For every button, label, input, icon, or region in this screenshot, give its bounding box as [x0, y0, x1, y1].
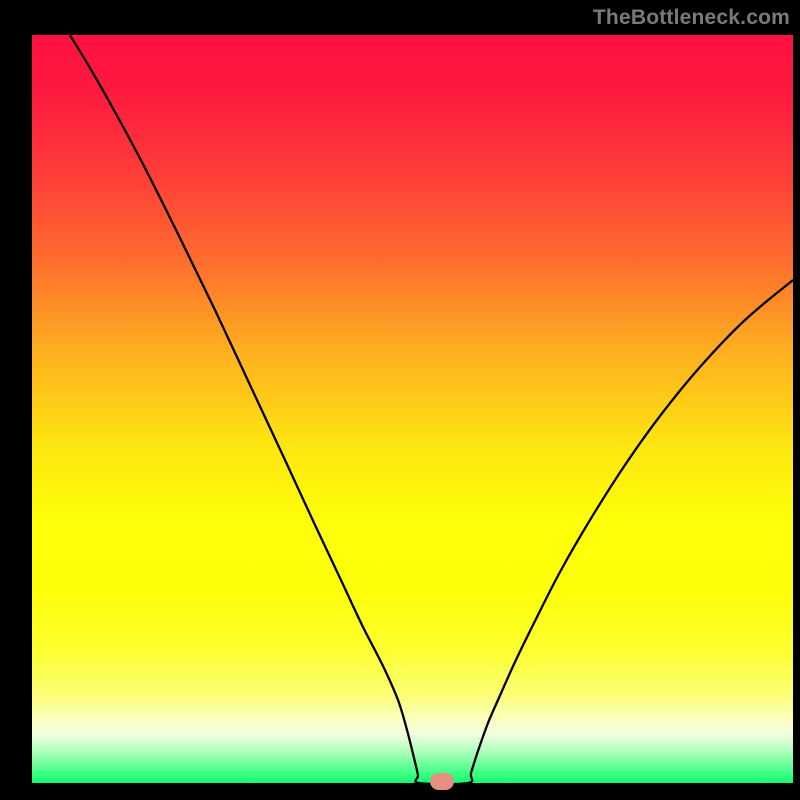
- plot-gradient-background: [32, 35, 793, 783]
- watermark-text: TheBottleneck.com: [593, 6, 790, 30]
- optimal-point-marker: [430, 773, 454, 790]
- bottleneck-chart: [0, 0, 800, 800]
